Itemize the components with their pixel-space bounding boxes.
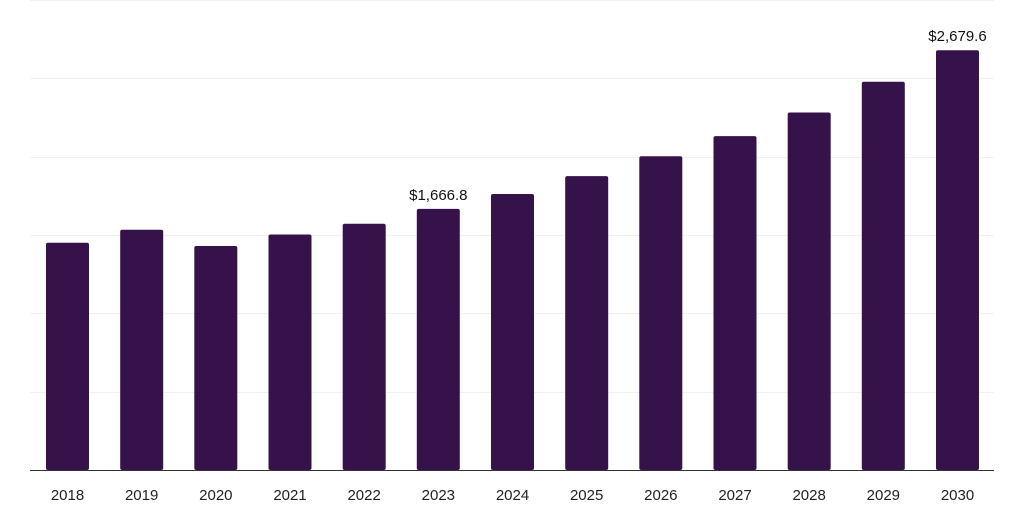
x-tick-label-2030: 2030 bbox=[941, 487, 974, 504]
data-label-2030: $2,679.6 bbox=[928, 28, 986, 45]
bar-2021 bbox=[268, 234, 312, 470]
bar-2018 bbox=[46, 242, 89, 470]
bar-2026 bbox=[639, 156, 683, 470]
bar-2029 bbox=[861, 81, 905, 471]
bar-2027 bbox=[713, 136, 757, 470]
bars bbox=[46, 50, 979, 471]
x-tick-label-2020: 2020 bbox=[199, 487, 232, 504]
x-tick-label-2028: 2028 bbox=[792, 487, 825, 504]
bar-2023 bbox=[416, 208, 460, 470]
bar-2030 bbox=[936, 50, 979, 470]
x-axis-ticks: 2018 2019 2020 2021 2022 2023 2024 2025 2026 2027… bbox=[51, 487, 974, 504]
x-tick-label-2019: 2019 bbox=[125, 487, 158, 504]
x-tick-label-2025: 2025 bbox=[570, 487, 603, 504]
bar-2025 bbox=[565, 176, 609, 470]
x-tick-label-2023: 2023 bbox=[422, 487, 455, 504]
bar-2019 bbox=[120, 229, 164, 470]
x-tick-label-2027: 2027 bbox=[718, 487, 751, 504]
x-tick-label-2026: 2026 bbox=[644, 487, 677, 504]
bar-2024 bbox=[491, 194, 534, 470]
bar-2020 bbox=[194, 246, 238, 470]
x-tick-label-2021: 2021 bbox=[273, 487, 306, 504]
x-tick-label-2022: 2022 bbox=[347, 487, 380, 504]
bar-2028 bbox=[787, 112, 831, 470]
x-tick-label-2029: 2029 bbox=[867, 487, 900, 504]
x-tick-label-2024: 2024 bbox=[496, 487, 529, 504]
data-label-2023: $1,666.8 bbox=[409, 187, 467, 204]
x-tick-label-2018: 2018 bbox=[51, 487, 84, 504]
bar-2022 bbox=[342, 223, 386, 470]
data-labels: $1,666.8 $2,679.6 bbox=[409, 28, 987, 204]
